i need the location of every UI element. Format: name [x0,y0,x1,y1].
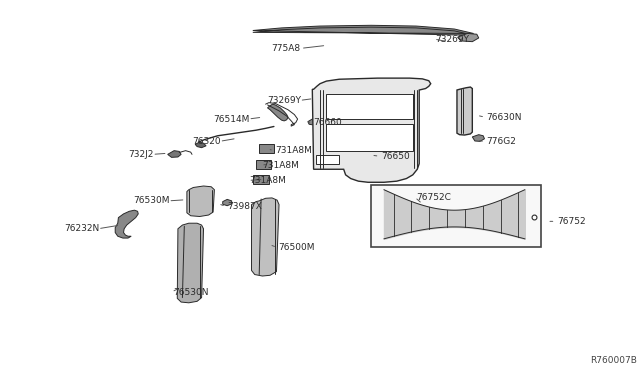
Text: 76514M: 76514M [213,115,250,124]
Polygon shape [223,199,232,206]
Text: R760007B: R760007B [590,356,637,365]
Polygon shape [253,175,269,184]
Polygon shape [115,210,138,238]
Text: 731A8M: 731A8M [250,176,287,185]
Polygon shape [326,94,413,119]
Text: 76232N: 76232N [64,224,99,233]
Bar [371,185,541,247]
Polygon shape [168,151,181,157]
Polygon shape [472,135,484,141]
Text: 731A8M: 731A8M [262,161,300,170]
Text: 73269Y: 73269Y [435,35,469,44]
Polygon shape [177,223,204,303]
Text: 76530N: 76530N [173,288,208,296]
Polygon shape [268,104,288,121]
Text: 76530M: 76530M [133,196,170,205]
Text: 776G2: 776G2 [486,137,516,146]
Text: 76500M: 76500M [278,243,315,252]
Text: 775A8: 775A8 [271,44,301,53]
Polygon shape [256,160,271,169]
Text: 76630N: 76630N [486,113,522,122]
Text: 76660: 76660 [314,118,342,127]
Text: 76650: 76650 [381,152,410,161]
Text: 76752C: 76752C [416,193,451,202]
Polygon shape [457,87,472,135]
Text: 73269Y: 73269Y [267,96,301,105]
Polygon shape [187,186,214,217]
Polygon shape [252,198,279,276]
Polygon shape [259,144,274,153]
Text: 731A8M: 731A8M [275,146,312,155]
Polygon shape [308,119,318,125]
Text: 76752: 76752 [557,217,586,226]
Polygon shape [458,33,479,42]
Text: 73987X: 73987X [227,202,262,211]
Text: 732J2: 732J2 [128,150,154,159]
Polygon shape [326,124,413,151]
Polygon shape [312,78,431,182]
Polygon shape [253,25,474,35]
Polygon shape [316,155,339,164]
Polygon shape [195,142,206,148]
Text: 76320: 76320 [192,137,221,146]
